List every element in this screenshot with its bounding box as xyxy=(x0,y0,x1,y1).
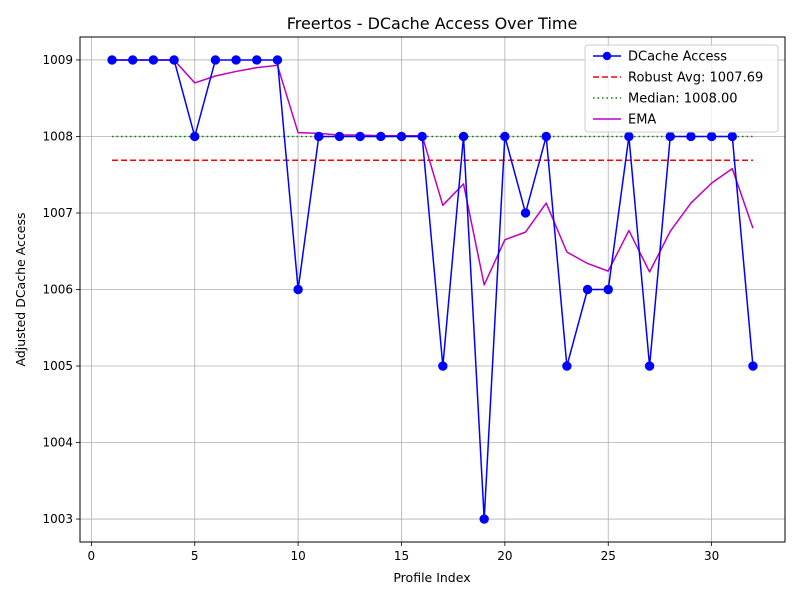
y-tick-label: 1007 xyxy=(42,206,73,220)
legend-label: Robust Avg: 1007.69 xyxy=(628,71,763,86)
y-axis-label: Adjusted DCache Access xyxy=(13,213,28,367)
y-axis-ticks: 1003 1004 1005 1006 1007 1008 1009 xyxy=(42,53,80,526)
data-point xyxy=(334,131,345,142)
x-axis-label: Profile Index xyxy=(393,570,470,585)
chart-title: Freertos - DCache Access Over Time xyxy=(287,14,578,33)
x-tick-label: 20 xyxy=(497,549,512,563)
data-point xyxy=(665,131,675,142)
data-point xyxy=(748,361,758,371)
data-point xyxy=(541,131,551,142)
data-point xyxy=(624,131,634,142)
data-point xyxy=(562,361,572,371)
x-tick-label: 10 xyxy=(290,549,305,563)
data-point xyxy=(417,131,427,142)
data-point xyxy=(169,55,179,65)
data-point xyxy=(479,514,489,524)
x-tick-label: 15 xyxy=(394,549,409,563)
legend-box xyxy=(584,44,779,133)
legend-label: EMA xyxy=(628,113,656,128)
data-point xyxy=(314,131,324,142)
x-axis-ticks: 0 5 10 15 20 25 30 xyxy=(88,542,719,563)
legend-label: Median: 1008.00 xyxy=(628,92,738,107)
y-tick-label: 1008 xyxy=(42,129,73,143)
series-layer xyxy=(107,55,758,524)
data-point xyxy=(376,131,386,142)
data-point xyxy=(727,131,737,142)
data-point xyxy=(293,284,303,295)
data-point xyxy=(252,55,262,65)
legend-label: DCache Access xyxy=(628,50,727,65)
data-point xyxy=(210,55,221,65)
x-tick-label: 0 xyxy=(88,549,96,563)
data-point xyxy=(272,55,283,65)
legend-marker xyxy=(602,51,612,61)
data-point xyxy=(148,55,159,65)
series-line-3 xyxy=(112,59,754,286)
data-point xyxy=(706,131,717,142)
data-point xyxy=(231,55,241,65)
y-tick-label: 1005 xyxy=(42,359,73,373)
data-point xyxy=(603,284,613,295)
data-point xyxy=(190,131,200,142)
data-point xyxy=(438,361,448,371)
y-tick-label: 1004 xyxy=(42,436,73,450)
data-point xyxy=(582,284,593,295)
data-point xyxy=(686,131,696,142)
data-point xyxy=(520,208,531,218)
x-tick-label: 30 xyxy=(704,549,719,563)
x-tick-label: 5 xyxy=(191,549,199,563)
data-point xyxy=(644,361,655,371)
data-point xyxy=(107,55,117,65)
data-point xyxy=(458,131,469,142)
legend: DCache Access Robust Avg: 1007.69 Median: … xyxy=(584,44,779,133)
data-point xyxy=(128,55,138,65)
data-point xyxy=(396,131,407,142)
y-tick-label: 1009 xyxy=(42,53,73,67)
x-tick-label: 25 xyxy=(601,549,616,563)
y-tick-label: 1006 xyxy=(42,283,73,297)
data-point xyxy=(500,131,510,142)
y-tick-label: 1003 xyxy=(42,512,73,526)
data-point xyxy=(355,131,365,142)
